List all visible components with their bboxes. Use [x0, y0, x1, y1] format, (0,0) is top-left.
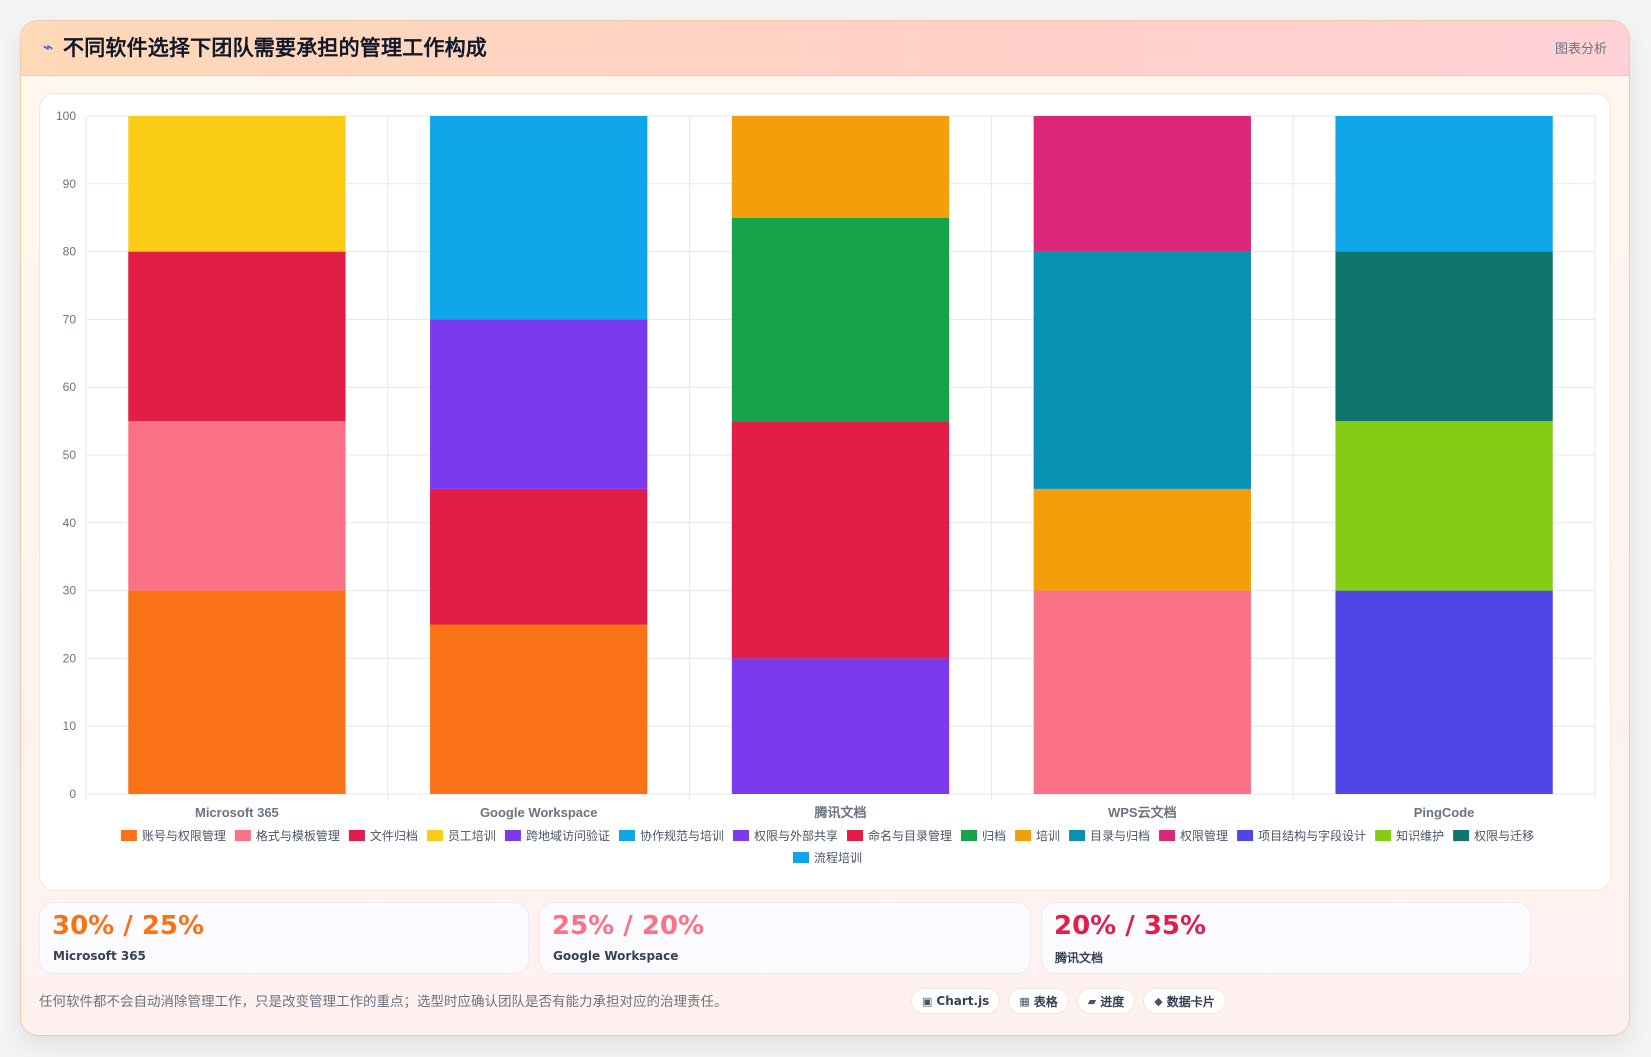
legend-label: 归档 [982, 829, 1006, 843]
chart-analysis-tag[interactable]: 图表分析 [1554, 42, 1607, 57]
bar-segment [1033, 116, 1251, 252]
legend-swatch [618, 830, 635, 841]
bar-segment [128, 116, 346, 252]
legend-label: 命名与目录管理 [868, 828, 952, 843]
legend-swatch [732, 830, 749, 841]
chip-chartjs[interactable]: ▣ Chart.js [911, 988, 1001, 1014]
bar-segment [1335, 421, 1553, 591]
legend-swatch [120, 830, 137, 841]
bar-segment [430, 488, 648, 625]
x-tick-label: WPS云文档 [1108, 805, 1177, 820]
bar-segment [128, 590, 346, 794]
legend-label: 培训 [1036, 828, 1060, 843]
legend-swatch [426, 830, 443, 841]
bar-segment [430, 624, 648, 794]
x-tick-label: 腾讯文档 [813, 805, 866, 820]
legend-swatch [846, 830, 863, 841]
bar-segment [731, 217, 950, 422]
diamond-icon: ◆ [1154, 994, 1163, 1008]
legend-label: 项目结构与字段设计 [1258, 828, 1366, 843]
y-tick-label: 50 [63, 448, 77, 462]
kpi-card-1: 30% / 25% Microsoft 365 [39, 902, 529, 974]
y-tick-label: 0 [69, 787, 76, 801]
chip-label: Chart.js [936, 994, 990, 1008]
chip-table[interactable]: ▦ 表格 [1008, 988, 1069, 1014]
lightning-icon: ⌁ [42, 36, 54, 58]
footer-note: 任何软件都不会自动消除管理工作，只是改变管理工作的重点；选型时应确认团队是否有能… [39, 994, 728, 1010]
legend-swatch [234, 830, 251, 841]
legend-label: 知识维护 [1396, 829, 1444, 843]
kpi-card-2: 25% / 20% Google Workspace [539, 902, 1031, 974]
kpi-label: 腾讯文档 [1055, 951, 1104, 965]
y-tick-label: 40 [63, 516, 77, 530]
legend-label: 权限与外部共享 [754, 828, 838, 843]
progress-icon: ▰ [1087, 994, 1097, 1008]
legend-swatch [1159, 830, 1176, 841]
y-tick-label: 30 [63, 584, 77, 598]
legend-swatch [1375, 830, 1392, 841]
card-title: 不同软件选择下团队需要承担的管理工作构成 [63, 36, 487, 60]
legend-label: 目录与归档 [1090, 829, 1150, 843]
bar-segment [1033, 590, 1251, 794]
bar-segment [1033, 488, 1251, 591]
chip-label: 进度 [1100, 994, 1125, 1009]
table-icon: ▦ [1019, 994, 1030, 1008]
bar-segment [430, 116, 648, 320]
chip-group: ▣ Chart.js ▦ 表格 ▰ 进度 ◆ 数据卡片 [911, 988, 1226, 1014]
bar-segment [1335, 251, 1553, 422]
x-tick-label: PingCode [1414, 805, 1475, 820]
chart-panel: 0 10 20 30 40 50 60 70 80 90 100 Microsoft 365 Googl… [39, 93, 1611, 891]
x-tick-label: Microsoft 365 [195, 805, 279, 820]
kpi-label: Microsoft 365 [53, 949, 146, 963]
legend-swatch [348, 830, 365, 841]
legend-label: 格式与模板管理 [256, 828, 340, 843]
y-tick-label: 80 [63, 245, 77, 259]
y-tick-label: 100 [56, 109, 76, 123]
chip-progress[interactable]: ▰ 进度 [1076, 988, 1136, 1014]
legend-swatch [504, 830, 521, 841]
legend-swatch [1453, 830, 1470, 841]
legend-label: 权限管理 [1180, 828, 1228, 843]
legend-label: 流程培训 [814, 850, 862, 865]
legend-label: 跨地域访问验证 [526, 828, 610, 843]
x-tick-label: Google Workspace [480, 805, 598, 820]
chip-data-cards[interactable]: ◆ 数据卡片 [1143, 988, 1226, 1014]
kpi-value: 30% / 25% [52, 911, 205, 941]
bar-segment [1335, 116, 1553, 252]
card-header: ⌁ 不同软件选择下团队需要承担的管理工作构成 图表分析 [21, 21, 1629, 76]
legend-label: 账号与权限管理 [142, 828, 226, 843]
kpi-value: 25% / 20% [552, 911, 705, 941]
legend-label: 员工培训 [448, 828, 496, 843]
y-tick-label: 90 [63, 177, 77, 191]
bar-segment [430, 319, 648, 489]
y-tick-label: 60 [63, 380, 77, 394]
y-tick-label: 70 [63, 312, 77, 326]
bar-segment [731, 116, 950, 218]
legend-label: 权限与迁移 [1474, 829, 1534, 843]
chip-label: 表格 [1033, 994, 1058, 1009]
chart-icon: ▣ [922, 994, 933, 1008]
bar-segment [731, 658, 950, 794]
legend-swatch [961, 830, 978, 841]
y-tick-label: 20 [63, 651, 77, 665]
kpi-label: Google Workspace [553, 949, 679, 963]
legend-label: 文件归档 [370, 828, 418, 843]
bar-segment [731, 421, 950, 659]
legend-label: 协作规范与培训 [640, 828, 724, 843]
stacked-bar-chart: 0 10 20 30 40 50 60 70 80 90 100 Microsoft 365 Googl… [56, 109, 1596, 865]
chart-card: ⌁ 不同软件选择下团队需要承担的管理工作构成 图表分析 0 10 20 30 40 50 6… [20, 20, 1630, 1036]
y-tick-label: 10 [63, 719, 77, 733]
legend-swatch [1069, 830, 1086, 841]
bar-segment [128, 251, 346, 422]
legend-swatch [1015, 830, 1032, 841]
chip-label: 数据卡片 [1166, 994, 1215, 1009]
legend-swatch [1237, 830, 1254, 841]
legend-swatch [792, 852, 809, 863]
kpi-value: 20% / 35% [1054, 911, 1207, 941]
kpi-card-3: 20% / 35% 腾讯文档 [1041, 902, 1531, 974]
bar-segment [1335, 590, 1553, 794]
bar-segment [1033, 251, 1251, 489]
bar-segment [128, 421, 346, 591]
